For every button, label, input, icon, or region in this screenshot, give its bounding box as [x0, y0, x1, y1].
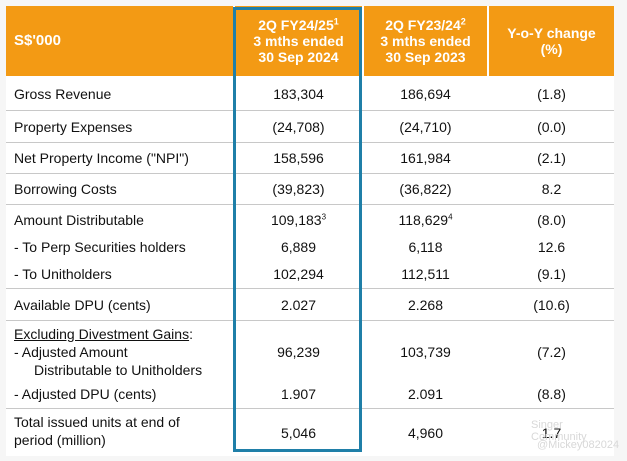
value-current: 109,1833	[235, 212, 362, 228]
row-label: - To Unitholders	[14, 266, 112, 282]
value-current: (39,823)	[272, 181, 325, 197]
value-current: 5,046	[280, 425, 317, 441]
header-yoy-line2: (%)	[540, 41, 563, 57]
value-yoy: (2.1)	[537, 150, 566, 166]
header-currency: S$'000	[6, 6, 231, 76]
row-divider	[6, 320, 614, 321]
value-prior: 112,511	[401, 266, 450, 282]
row-divider	[6, 173, 614, 174]
header-yoy-change: Y-o-Y change (%)	[489, 6, 614, 76]
footnote-ref: 3	[321, 212, 327, 222]
value-current: 96,239	[277, 344, 320, 360]
value-prior: 186,694	[400, 86, 451, 102]
value-prior: 161,984	[400, 150, 451, 166]
value-prior: 103,739	[400, 344, 451, 360]
row-label: Gross Revenue	[14, 86, 112, 102]
watermark-text: Singer Community	[531, 419, 587, 443]
value-prior: 6,118	[408, 239, 443, 255]
row-label: Borrowing Costs	[14, 181, 117, 197]
value-current: 6,889	[280, 239, 317, 255]
footnote-ref: 2	[460, 16, 466, 27]
row-label: - Adjusted DPU (cents)	[14, 386, 157, 402]
watermark-handle: @Mickey082024	[537, 439, 620, 451]
header-current-period: 2Q FY24/251 3 mths ended 30 Sep 2024	[235, 6, 362, 76]
value-yoy: (8.0)	[537, 212, 566, 228]
value-yoy: 1.7	[541, 425, 562, 441]
value-prior-text: 118,629	[398, 212, 449, 228]
value-yoy: 12.6	[537, 239, 566, 255]
header-prior-line1: 2Q FY23/24	[385, 17, 461, 33]
section-title-colon: :	[189, 326, 193, 342]
value-yoy: (8.8)	[537, 386, 566, 402]
row-label: Distributable to Unitholders	[34, 362, 203, 378]
value-yoy: (1.8)	[537, 86, 566, 102]
header-current-line1: 2Q FY24/25	[258, 17, 334, 33]
highlight-box	[233, 7, 362, 452]
section-title-text: Excluding Divestment Gains	[14, 326, 190, 342]
footnote-ref: 4	[448, 212, 453, 222]
row-label: Property Expenses	[14, 119, 133, 135]
value-prior: 2.268	[407, 297, 444, 313]
section-title: Excluding Divestment Gains:	[14, 326, 193, 342]
value-yoy: 8.2	[541, 181, 562, 197]
header-currency-label: S$'000	[14, 32, 61, 49]
value-current: 183,304	[273, 86, 324, 102]
header-prior-line2: 3 mths ended	[380, 33, 471, 49]
row-label: Available DPU (cents)	[14, 297, 151, 313]
value-current: 102,294	[273, 266, 324, 282]
row-label: Total issued units at end of	[14, 414, 180, 430]
header-divider	[487, 6, 489, 76]
value-current: 2.027	[280, 297, 317, 313]
value-prior: (24,710)	[399, 119, 452, 135]
value-yoy: (9.1)	[537, 266, 566, 282]
row-divider	[6, 288, 614, 289]
row-divider	[6, 110, 614, 111]
header-divider	[362, 6, 364, 76]
header-prior-period: 2Q FY23/242 3 mths ended 30 Sep 2023	[364, 6, 487, 76]
row-label: - To Perp Securities holders	[14, 239, 186, 255]
header-current-line3: 30 Sep 2024	[258, 49, 339, 65]
value-current: 1.907	[280, 386, 317, 402]
row-label: period (million)	[14, 432, 106, 448]
row-divider	[6, 142, 614, 143]
row-divider	[6, 204, 614, 205]
row-label: Net Property Income ("NPI")	[14, 150, 189, 166]
value-prior: (36,822)	[399, 181, 452, 197]
header-prior-line3: 30 Sep 2023	[385, 49, 466, 65]
financial-table: S$'000 2Q FY24/251 3 mths ended 30 Sep 2…	[6, 6, 619, 456]
value-yoy: (10.6)	[533, 297, 570, 313]
row-label: - Adjusted Amount	[14, 344, 128, 360]
table-header: S$'000 2Q FY24/251 3 mths ended 30 Sep 2…	[6, 6, 614, 76]
value-current-text: 109,183	[270, 212, 322, 228]
value-current: (24,708)	[272, 119, 325, 135]
value-prior: 118,6294	[364, 212, 487, 228]
row-divider	[6, 408, 614, 409]
value-current: 158,596	[273, 150, 324, 166]
value-prior: 2.091	[407, 386, 444, 402]
value-yoy: (0.0)	[537, 119, 566, 135]
header-yoy-line1: Y-o-Y change	[507, 25, 596, 41]
value-prior: 4,960	[407, 425, 444, 441]
value-yoy: (7.2)	[537, 344, 566, 360]
row-label: Amount Distributable	[14, 212, 144, 228]
footnote-ref: 1	[333, 16, 339, 27]
header-current-line2: 3 mths ended	[253, 33, 344, 49]
